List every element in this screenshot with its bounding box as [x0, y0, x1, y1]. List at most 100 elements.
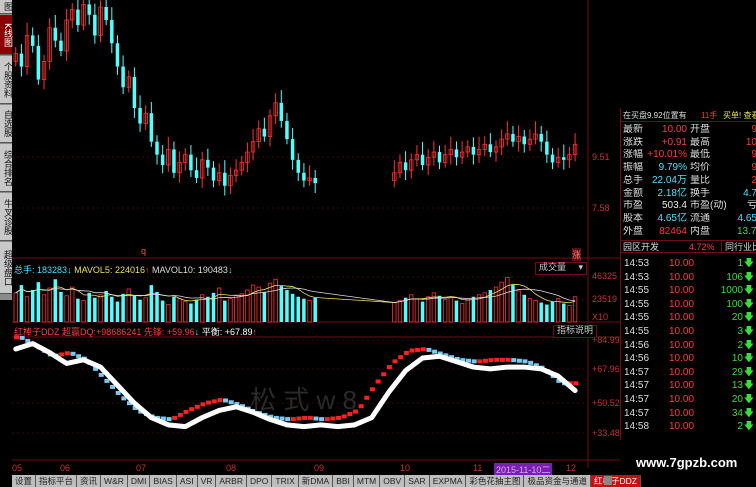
ddz-bar — [98, 372, 104, 377]
quote-value: 503.4 — [661, 200, 687, 212]
sector-row[interactable]: 园区开发 4.72% 同行业比较 — [621, 240, 756, 253]
candle-up — [245, 151, 250, 163]
sidebar-item-ranking[interactable]: 综合排名 — [0, 144, 12, 192]
tab-15[interactable]: SAR — [405, 475, 430, 487]
indicator-help-button[interactable]: 指标说明 — [553, 325, 598, 338]
trade-time: 14:56 — [624, 339, 650, 351]
notice-link[interactable]: 买单! 查看详 — [723, 111, 756, 120]
candle-down — [30, 35, 35, 46]
volume-bar — [126, 288, 131, 323]
candle-up — [493, 146, 499, 153]
ddz-bar — [488, 358, 494, 363]
candle-down — [471, 146, 476, 155]
trade-price: 10.00 — [669, 339, 695, 351]
candle-down — [59, 40, 63, 52]
peer-compare-link[interactable]: 同行业比较 — [721, 241, 756, 252]
candle-up — [307, 177, 312, 181]
tab-14[interactable]: OBV — [380, 475, 406, 487]
tab-7[interactable]: VR — [197, 475, 217, 487]
indicator-f1-value: +98686241 — [96, 327, 142, 337]
candle-down — [36, 45, 41, 80]
arrow-down-icon: 🡇 — [743, 312, 754, 324]
ddz-bar — [347, 412, 353, 417]
indicator-f3-label: 平衡: — [201, 327, 223, 337]
trade-volume: 10 — [731, 353, 743, 365]
tab-18[interactable]: 极品资金与通道 — [524, 475, 591, 487]
tab-12[interactable]: BBI — [333, 475, 354, 487]
volume-bar — [104, 290, 108, 322]
tab-2[interactable]: 资讯 — [77, 475, 102, 487]
ddz-bar — [319, 417, 325, 422]
candle-up — [256, 128, 261, 143]
ddz-bar — [93, 366, 99, 371]
sidebar-item-stock-info[interactable]: 个股资料 — [0, 56, 12, 104]
volume-bar — [527, 298, 533, 323]
candle-down — [522, 136, 526, 145]
candle-up — [459, 151, 465, 158]
ddz-bar — [76, 354, 82, 359]
sidebar-item-super-quote[interactable]: 超级盘口 — [0, 242, 12, 294]
tab-19[interactable]: 红棒子DDZ — [590, 475, 641, 487]
arrow-up-icon: ↑ — [252, 327, 258, 337]
candle-up — [426, 156, 431, 166]
tab-0[interactable]: 设置 — [12, 475, 37, 487]
order-notice[interactable]: 在买盘9.92位置有 11手 买单! 查看详 — [621, 110, 756, 122]
quote-value: +0.91 — [661, 136, 687, 148]
volume-bar — [206, 296, 210, 322]
scroll-button[interactable] — [604, 476, 612, 485]
quote-label: 市盈(动) — [690, 200, 727, 212]
tab-11[interactable]: 新DMA — [298, 475, 334, 487]
date-label: 12 — [566, 463, 577, 473]
tab-5[interactable]: BIAS — [150, 475, 177, 487]
sidebar-item-diagnosis[interactable]: 牛叉诊股 — [0, 193, 12, 241]
candle-up — [216, 172, 222, 181]
volume-bar — [290, 293, 295, 322]
tab-10[interactable]: TRIX — [272, 475, 299, 487]
tab-4[interactable]: DMI — [127, 475, 151, 487]
indicator-header: 红棒子DDZ 超赢DQ:+98686241 先锋: +59.96↓ 平衡: +6… — [14, 325, 257, 338]
tab-16[interactable]: EXPMA — [429, 475, 467, 487]
volume-bar — [307, 300, 312, 323]
quote-label: 市盈 — [623, 200, 643, 212]
ddz-bar — [234, 402, 240, 407]
tab-1[interactable]: 指标平台 — [36, 475, 78, 487]
tab-9[interactable]: DPO — [247, 475, 273, 487]
trade-price: 10.00 — [669, 258, 695, 269]
candle-up — [482, 143, 487, 150]
ddz-bar — [104, 378, 110, 383]
quote-label: 涨幅 — [623, 149, 643, 161]
ddz-bar — [522, 359, 528, 364]
tab-3[interactable]: W&R — [101, 475, 128, 487]
kline-chart[interactable] — [12, 0, 620, 475]
ddz-bar — [432, 349, 438, 354]
tab-6[interactable]: ASI — [176, 475, 198, 487]
quote-label: 金额 — [623, 187, 643, 199]
ddz-bar — [443, 353, 449, 358]
sidebar-item-watchlist[interactable]: 自选股 — [0, 105, 12, 143]
tab-17[interactable]: 彩色花抽主图 — [466, 475, 525, 487]
ddz-bar — [511, 358, 517, 363]
sidebar-item-kline[interactable]: K线图 — [0, 15, 12, 55]
ddz-bar — [392, 359, 398, 364]
trade-price: 10.00 — [669, 312, 695, 324]
tab-13[interactable]: MTM — [353, 475, 381, 487]
candle-down — [132, 76, 137, 109]
volume-bar — [409, 294, 414, 323]
ddz-bar — [14, 335, 19, 340]
volume-bar — [505, 276, 510, 323]
trade-volume: 13 — [731, 380, 743, 392]
tab-8[interactable]: ARBR — [216, 475, 247, 487]
sidebar-item-chart[interactable]: 图 — [0, 0, 12, 14]
volume-bar — [420, 301, 425, 322]
trade-price: 10.00 — [669, 271, 695, 283]
quote-label: 均价 — [690, 162, 710, 174]
candle-up — [527, 138, 533, 145]
ddz-bar — [324, 417, 330, 422]
arrow-down-icon: 🡇 — [743, 258, 754, 269]
volume-indicator-select[interactable]: 成交量 ▾ — [535, 262, 587, 275]
candle-down — [93, 14, 97, 36]
candle-down — [149, 113, 154, 142]
trade-price: 10.00 — [669, 298, 695, 310]
volume-bar — [47, 287, 52, 323]
ddz-bar — [290, 417, 296, 422]
